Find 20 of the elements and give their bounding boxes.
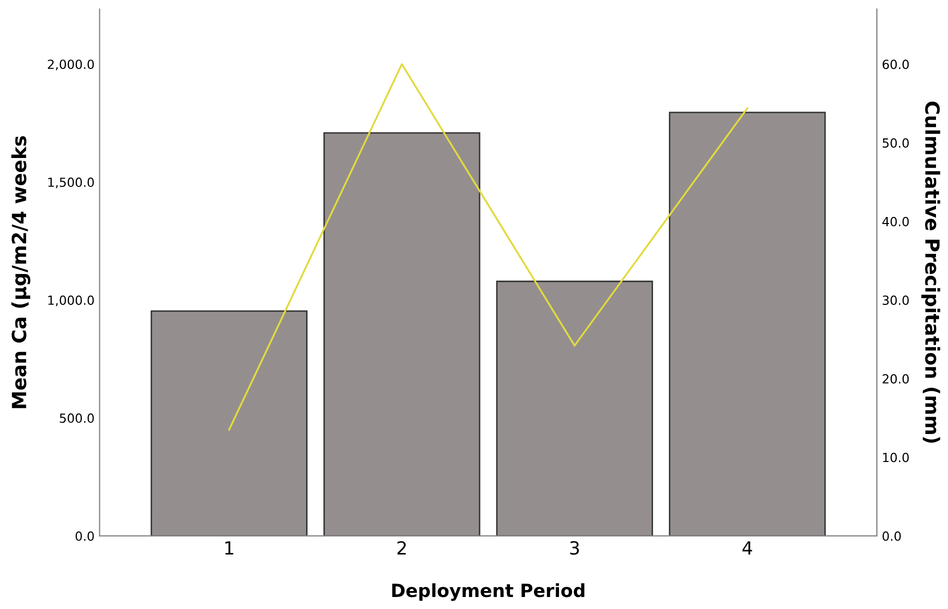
y-tick-label: 1,000.0 <box>48 295 94 306</box>
x-tick-label: 4 <box>742 541 752 554</box>
y2-tick-label: 60.0 <box>882 60 909 70</box>
y-tick-label: 2,000.0 <box>48 60 94 70</box>
y-tick-label: 1,500.0 <box>48 178 94 188</box>
x-tick-label: 1 <box>225 541 234 554</box>
y2-tick-label: 50.0 <box>882 138 909 148</box>
y-tick-label: 0.0 <box>76 531 94 541</box>
x-tick-label: 3 <box>570 541 579 555</box>
y2-tick-label: 30.0 <box>882 296 909 305</box>
line-series <box>228 63 748 431</box>
y2-tick-label: 40.0 <box>882 216 909 226</box>
y2-tick-label: 0.0 <box>882 531 901 541</box>
y2-axis-title: Culmulative Precipitation (mm) <box>921 102 940 443</box>
y2-tick-label: 20.0 <box>882 374 909 384</box>
x-tick-label: 2 <box>397 541 406 554</box>
y-tick-label: 500.0 <box>60 413 94 423</box>
x-axis-title: Deployment Period <box>392 583 584 601</box>
y-axis-title: Mean Ca (µg/m2/4 weeks <box>11 136 30 408</box>
y2-tick-label: 10.0 <box>883 452 909 462</box>
